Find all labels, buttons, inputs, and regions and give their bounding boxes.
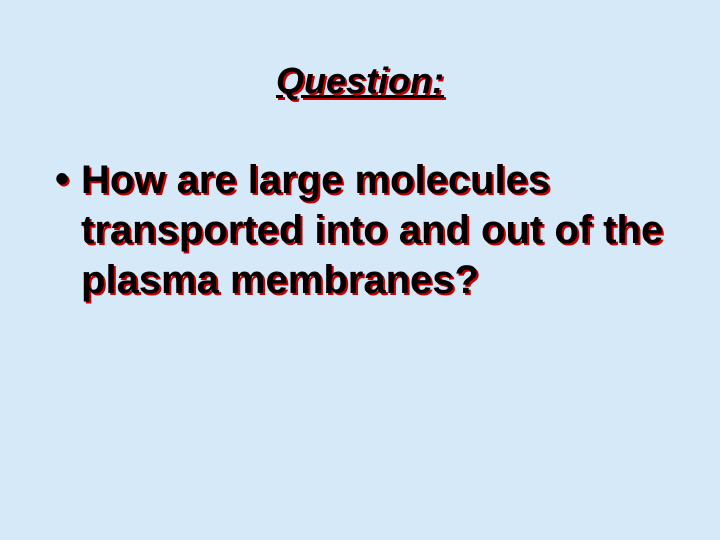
bullet-marker: • [55, 155, 69, 203]
bullet-text: How are large molecules transported into… [81, 155, 680, 305]
slide-title: Question: [0, 60, 720, 102]
slide-container: Question: • How are large molecules tran… [0, 0, 720, 540]
bullet-item: • How are large molecules transported in… [55, 155, 680, 305]
